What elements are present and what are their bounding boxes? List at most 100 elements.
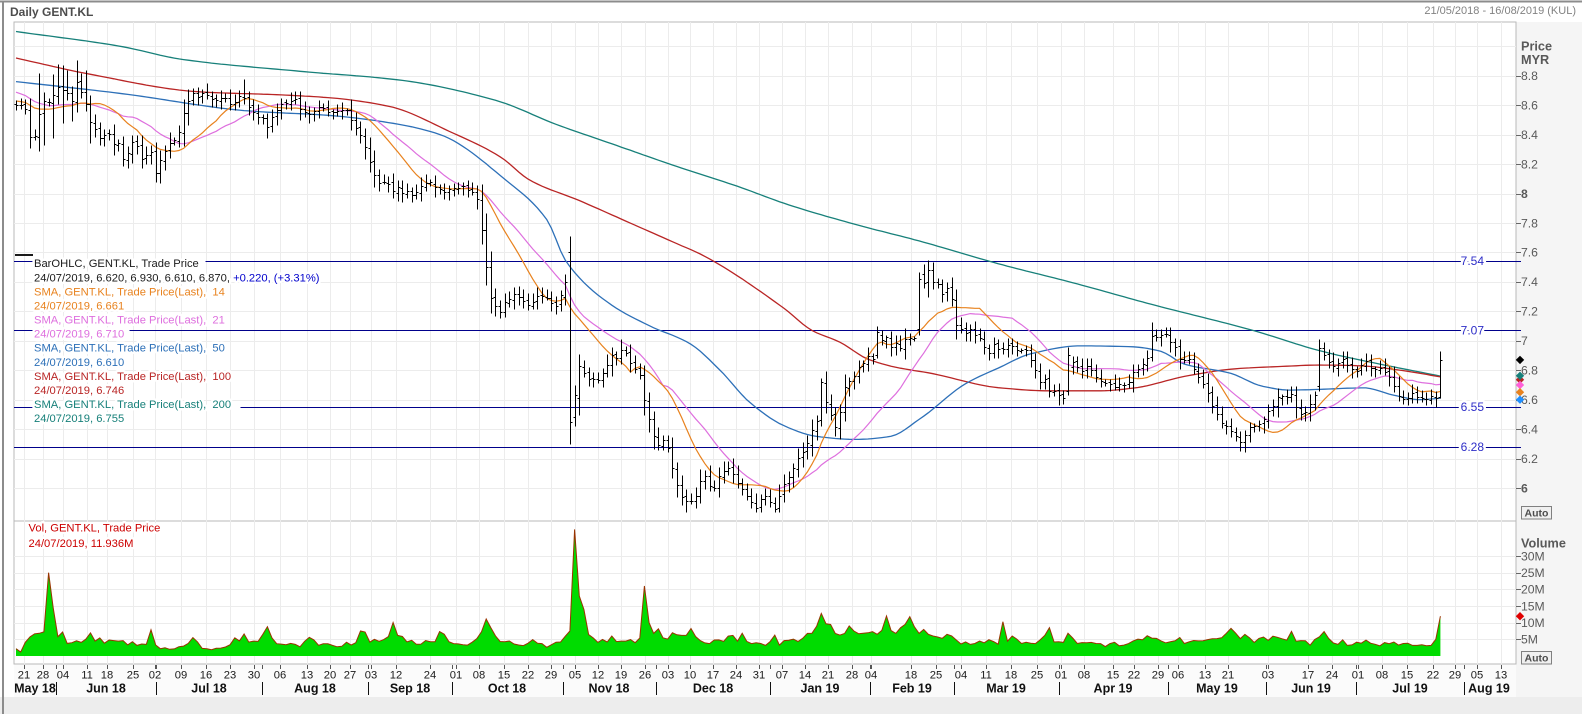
svg-text:SMA, GENT.KL, Trade Price(Last: SMA, GENT.KL, Trade Price(Last), 50 — [34, 343, 225, 355]
svg-text:07: 07 — [776, 670, 788, 682]
svg-text:06: 06 — [274, 670, 286, 682]
svg-text:26: 26 — [639, 670, 651, 682]
svg-text:12: 12 — [592, 670, 604, 682]
svg-text:27: 27 — [344, 670, 356, 682]
svg-text:15M: 15M — [1521, 599, 1545, 613]
svg-text:6.2: 6.2 — [1521, 452, 1538, 466]
svg-text:7.8: 7.8 — [1521, 216, 1538, 230]
svg-text:5M: 5M — [1521, 633, 1538, 647]
svg-text:SMA, GENT.KL, Trade Price(Last: SMA, GENT.KL, Trade Price(Last), 200 — [34, 399, 231, 411]
svg-text:21: 21 — [1222, 670, 1234, 682]
svg-text:17: 17 — [1302, 670, 1314, 682]
svg-text:29: 29 — [545, 670, 557, 682]
svg-text:14: 14 — [799, 670, 811, 682]
svg-text:SMA, GENT.KL, Trade Price(Last: SMA, GENT.KL, Trade Price(Last), 100 — [34, 371, 231, 383]
svg-text:18: 18 — [101, 670, 113, 682]
svg-text:BarOHLC, GENT.KL, Trade Price: BarOHLC, GENT.KL, Trade Price — [34, 258, 199, 270]
svg-text:15: 15 — [498, 670, 510, 682]
svg-text:24/07/2019, 6.710: 24/07/2019, 6.710 — [34, 329, 124, 341]
svg-text:17: 17 — [707, 670, 719, 682]
svg-text:23: 23 — [224, 670, 236, 682]
svg-text:15: 15 — [1401, 670, 1413, 682]
svg-text:Volume: Volume — [1521, 537, 1566, 551]
svg-text:Aug 19: Aug 19 — [1468, 682, 1510, 696]
svg-text:24: 24 — [1326, 670, 1338, 682]
svg-text:21: 21 — [18, 670, 30, 682]
svg-text:05: 05 — [1471, 670, 1483, 682]
svg-text:8.2: 8.2 — [1521, 157, 1538, 171]
svg-text:03: 03 — [365, 670, 377, 682]
svg-text:29: 29 — [1152, 670, 1164, 682]
svg-text:7.54: 7.54 — [1461, 254, 1485, 268]
svg-text:04: 04 — [865, 670, 877, 682]
svg-text:25: 25 — [127, 670, 139, 682]
svg-text:MYR: MYR — [1521, 53, 1549, 67]
svg-text:Vol, GENT.KL, Trade Price: Vol, GENT.KL, Trade Price — [29, 523, 161, 535]
svg-text:24/07/2019, 6.746: 24/07/2019, 6.746 — [34, 385, 124, 397]
svg-text:13: 13 — [1495, 670, 1507, 682]
svg-text:Jul 18: Jul 18 — [191, 682, 226, 696]
svg-text:Auto: Auto — [1525, 508, 1549, 520]
svg-text:May 19: May 19 — [1196, 682, 1238, 696]
svg-text:18: 18 — [905, 670, 917, 682]
svg-text:Dec 18: Dec 18 — [693, 682, 733, 696]
svg-text:06: 06 — [1172, 670, 1184, 682]
svg-text:7.4: 7.4 — [1521, 275, 1538, 289]
svg-text:Mar 19: Mar 19 — [986, 682, 1026, 696]
svg-text:30: 30 — [248, 670, 260, 682]
svg-text:6.28: 6.28 — [1461, 440, 1485, 454]
svg-text:08: 08 — [1078, 670, 1090, 682]
svg-text:7: 7 — [1521, 334, 1528, 348]
svg-text:19: 19 — [615, 670, 627, 682]
svg-text:08: 08 — [473, 670, 485, 682]
svg-text:08: 08 — [1376, 670, 1388, 682]
svg-text:25: 25 — [930, 670, 942, 682]
svg-text:Jun 19: Jun 19 — [1291, 682, 1331, 696]
svg-text:01: 01 — [1055, 670, 1067, 682]
svg-text:6.4: 6.4 — [1521, 422, 1538, 436]
svg-text:24/07/2019, 6.620, 6.930, 6.61: 24/07/2019, 6.620, 6.930, 6.610, 6.870, … — [34, 272, 320, 284]
svg-text:Feb 19: Feb 19 — [892, 682, 932, 696]
svg-text:24: 24 — [424, 670, 436, 682]
svg-text:03: 03 — [1262, 670, 1274, 682]
svg-text:SMA, GENT.KL, Trade Price(Last: SMA, GENT.KL, Trade Price(Last), 21 — [34, 315, 225, 327]
svg-text:30M: 30M — [1521, 549, 1545, 563]
svg-text:01: 01 — [1352, 670, 1364, 682]
svg-text:09: 09 — [175, 670, 187, 682]
svg-text:15: 15 — [1107, 670, 1119, 682]
svg-text:7.2: 7.2 — [1521, 305, 1538, 319]
svg-text:02: 02 — [149, 670, 161, 682]
svg-text:11: 11 — [980, 670, 992, 682]
svg-text:25M: 25M — [1521, 566, 1545, 580]
svg-text:8.4: 8.4 — [1521, 128, 1538, 142]
svg-text:24/07/2019, 11.936M: 24/07/2019, 11.936M — [29, 538, 134, 550]
svg-text:13: 13 — [301, 670, 313, 682]
svg-text:20M: 20M — [1521, 583, 1545, 597]
svg-text:16: 16 — [200, 670, 212, 682]
svg-text:24/07/2019, 6.755: 24/07/2019, 6.755 — [34, 413, 124, 425]
svg-text:7.07: 7.07 — [1461, 323, 1485, 337]
svg-text:18: 18 — [1005, 670, 1017, 682]
svg-text:7.6: 7.6 — [1521, 246, 1538, 260]
svg-text:8: 8 — [1521, 187, 1528, 201]
svg-text:Price: Price — [1521, 40, 1552, 54]
svg-text:12: 12 — [390, 670, 402, 682]
svg-text:6.55: 6.55 — [1461, 400, 1485, 414]
svg-text:22: 22 — [522, 670, 534, 682]
svg-text:03: 03 — [662, 670, 674, 682]
svg-text:24/07/2019, 6.661: 24/07/2019, 6.661 — [34, 300, 124, 312]
svg-text:Apr 19: Apr 19 — [1094, 682, 1133, 696]
svg-text:SMA, GENT.KL, Trade Price(Last: SMA, GENT.KL, Trade Price(Last), 14 — [34, 286, 225, 298]
svg-text:Oct 18: Oct 18 — [488, 682, 526, 696]
svg-text:31: 31 — [753, 670, 765, 682]
svg-text:21/05/2018 - 16/08/2019 (KUL): 21/05/2018 - 16/08/2019 (KUL) — [1424, 5, 1576, 17]
svg-text:6.6: 6.6 — [1521, 393, 1538, 407]
svg-text:21: 21 — [822, 670, 834, 682]
svg-text:22: 22 — [1427, 670, 1439, 682]
svg-text:10M: 10M — [1521, 616, 1545, 630]
svg-text:Aug 18: Aug 18 — [294, 682, 336, 696]
svg-text:13: 13 — [1199, 670, 1211, 682]
svg-text:29: 29 — [1449, 670, 1461, 682]
svg-text:Nov 18: Nov 18 — [589, 682, 630, 696]
svg-text:28: 28 — [846, 670, 858, 682]
